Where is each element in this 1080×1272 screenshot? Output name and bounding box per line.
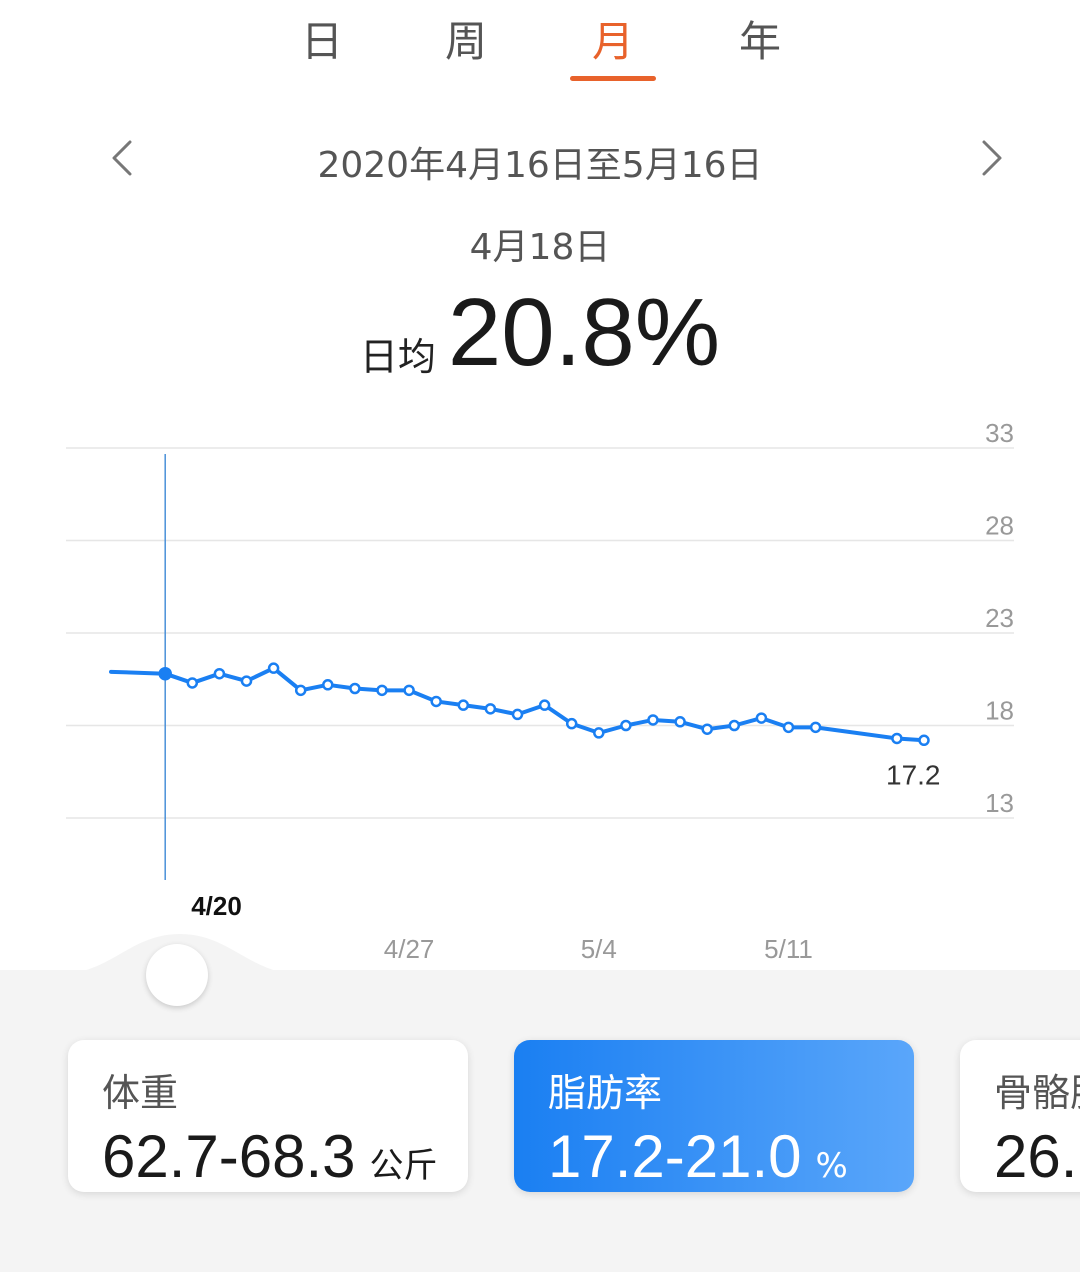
date-range-label: 2020年4月16日至5月16日 (317, 145, 763, 186)
metric-card-value: 26. (994, 1122, 1080, 1191)
metric-card-title: 骨骼肌 (994, 1071, 1080, 1115)
x-tick-label: 5/11 (764, 934, 813, 964)
data-point (430, 695, 442, 708)
data-point (511, 708, 524, 721)
metric-card-title: 体重 (102, 1071, 179, 1115)
data-point (918, 734, 930, 747)
tab-day[interactable]: 日 (300, 17, 343, 66)
data-point (565, 717, 578, 730)
data-point (593, 727, 605, 739)
daily-average-label: 日均 (359, 335, 436, 379)
previous-period-button[interactable] (92, 130, 152, 190)
data-point (267, 662, 280, 674)
data-point (403, 684, 415, 697)
data-point (701, 723, 713, 735)
tab-year[interactable]: 年 (738, 17, 781, 66)
metric-card-weight[interactable]: 体重 62.7-68.3 公斤 (68, 1040, 468, 1192)
data-point (728, 719, 741, 732)
daily-average: 日均 20.8% (0, 285, 1080, 395)
metric-card-title: 脂肪率 (548, 1071, 663, 1115)
y-tick-label: 13 (985, 788, 1014, 818)
end-value-label: 17.2 (886, 759, 941, 790)
y-tick-label: 18 (985, 696, 1014, 726)
daily-average-value: 20.8% (447, 279, 721, 386)
chevron-left-icon (112, 140, 132, 176)
period-tabs: 日 周 月 年 (0, 0, 1080, 100)
data-point (755, 712, 768, 724)
metric-card-unit: % (815, 1146, 848, 1186)
series-line (109, 666, 926, 743)
metric-card-range: 17.2-21.0 (548, 1123, 802, 1190)
y-tick-label: 23 (985, 603, 1014, 633)
selected-x-label: 4/20 (191, 891, 242, 921)
selected-date-label: 4月18日 (469, 227, 611, 268)
data-point (782, 721, 795, 734)
data-point (809, 721, 822, 734)
data-point (158, 666, 172, 681)
x-tick-label: 5/4 (581, 934, 617, 964)
metric-card-body-fat[interactable]: 脂肪率 17.2-21.0% (514, 1040, 914, 1192)
data-point (620, 719, 632, 732)
y-tick-label: 33 (985, 418, 1014, 448)
y-tick-label: 28 (985, 511, 1014, 541)
chevron-right-icon (982, 140, 1002, 176)
data-point (457, 699, 470, 711)
body-fat-chart[interactable]: 33 28 23 18 13 17.2 4/20 4/27 5/4 5/11 (0, 410, 1080, 970)
tab-week[interactable]: 周 (444, 17, 487, 66)
data-point (484, 703, 497, 715)
body-fat-line-chart: 33 28 23 18 13 17.2 4/20 4/27 5/4 5/11 (66, 418, 1014, 964)
tab-month[interactable]: 月 (591, 17, 634, 66)
data-point (294, 684, 307, 697)
data-point (538, 699, 551, 711)
data-point (186, 677, 199, 689)
data-point (376, 684, 388, 697)
x-tick-label: 4/27 (384, 934, 435, 964)
data-point (349, 682, 361, 695)
data-point (674, 716, 686, 728)
metric-card-value: 62.7-68.3 公斤 (102, 1122, 438, 1191)
data-point (322, 679, 334, 691)
data-point (240, 675, 253, 687)
metric-card-range: 62.7-68.3 (102, 1123, 356, 1190)
data-point (213, 667, 226, 680)
metric-card-unit: 公斤 (369, 1146, 438, 1186)
data-point (891, 732, 903, 745)
metric-card-value: 17.2-21.0% (548, 1122, 848, 1191)
date-range-row: 2020年4月16日至5月16日 (0, 130, 1080, 190)
metric-card-range: 26. (994, 1123, 1078, 1190)
data-point (647, 714, 659, 726)
metric-card-skeletal-muscle[interactable]: 骨骼肌 26. (960, 1040, 1080, 1192)
chart-slider-handle[interactable] (146, 944, 208, 1006)
next-period-button[interactable] (962, 130, 1022, 190)
active-tab-indicator (570, 76, 656, 81)
